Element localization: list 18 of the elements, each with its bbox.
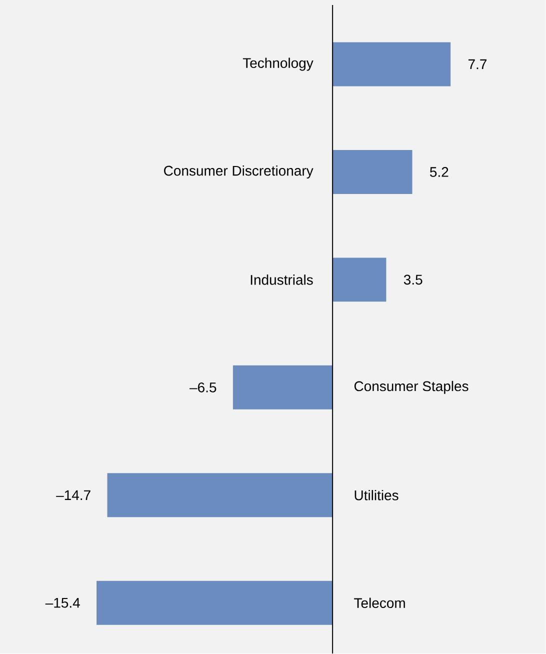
y-tick-label: Consumer Staples: [354, 380, 468, 394]
y-tick-label: Telecom: [354, 598, 406, 608]
data-label: 3.5: [404, 274, 422, 285]
y-tick-label: Technology: [243, 58, 314, 71]
y-tick-label: Utilities: [355, 490, 399, 500]
y-tick-label: Consumer Discretionary: [164, 165, 314, 178]
bar: [332, 150, 412, 194]
data-label: –15.4: [46, 598, 80, 608]
bar: [107, 473, 333, 518]
data-label: 7.7: [468, 59, 487, 70]
y-tick-label: Industrials: [251, 274, 314, 285]
bar: [332, 42, 451, 86]
data-label: –14.7: [56, 490, 91, 500]
data-label: –6.5: [190, 382, 216, 392]
bar: [96, 580, 333, 625]
bar: [332, 258, 386, 302]
data-label: 5.2: [430, 167, 448, 177]
bar: [233, 365, 333, 410]
